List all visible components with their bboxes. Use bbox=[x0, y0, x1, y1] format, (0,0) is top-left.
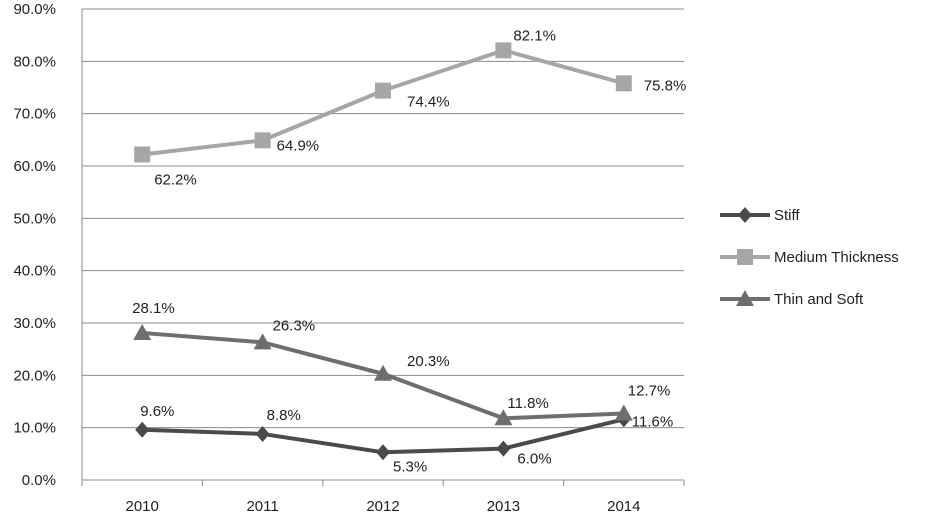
y-tick-label: 50.0% bbox=[13, 210, 56, 227]
y-tick-label: 80.0% bbox=[13, 53, 56, 70]
y-tick-label: 70.0% bbox=[13, 106, 56, 123]
point-marker-medium-thickness bbox=[254, 132, 271, 149]
legend: Stiff Medium Thickness Thin and Soft bbox=[720, 207, 899, 308]
series-group bbox=[133, 42, 633, 461]
point-marker-thin-and-soft bbox=[614, 404, 633, 421]
point-marker-stiff bbox=[135, 421, 150, 438]
y-tick-label: 40.0% bbox=[13, 263, 56, 280]
point-marker-medium-thickness bbox=[134, 146, 151, 163]
legend-item-thin-and-soft: Thin and Soft bbox=[720, 290, 864, 308]
y-tick-label: 30.0% bbox=[13, 315, 56, 332]
point-marker-medium-thickness bbox=[615, 75, 632, 92]
y-tick-label: 10.0% bbox=[13, 420, 56, 437]
legend-label: Medium Thickness bbox=[774, 249, 899, 266]
point-marker-thin-and-soft bbox=[494, 409, 513, 426]
data-labels: 9.6% 8.8% 5.3% 6.0% 11.6% 62.2% 64.9% 74.4% 82.1… bbox=[132, 27, 686, 475]
x-axis-ticks: 2010 2011 2012 2013 2014 bbox=[81, 480, 685, 515]
x-tick-label: 2010 bbox=[126, 498, 159, 515]
y-tick-label: 0.0% bbox=[22, 472, 56, 489]
data-label-thin-and-soft: 20.3% bbox=[407, 353, 450, 370]
gridlines bbox=[82, 8, 684, 429]
point-marker-thin-and-soft bbox=[374, 364, 392, 381]
point-marker-medium-thickness bbox=[495, 42, 512, 59]
legend-item-medium-thickness: Medium Thickness bbox=[720, 249, 899, 266]
data-label-stiff: 9.6% bbox=[140, 403, 174, 420]
data-label-thin-and-soft: 26.3% bbox=[273, 317, 316, 334]
series-line-medium-thickness bbox=[141, 48, 625, 157]
x-tick-label: 2012 bbox=[366, 498, 399, 515]
data-label-thin-and-soft: 28.1% bbox=[132, 300, 175, 317]
data-label-medium-thickness: 64.9% bbox=[277, 137, 320, 154]
data-label-medium-thickness: 74.4% bbox=[407, 94, 450, 111]
data-label-medium-thickness: 75.8% bbox=[644, 77, 687, 94]
legend-label: Thin and Soft bbox=[774, 291, 864, 308]
legend-label: Stiff bbox=[774, 207, 800, 224]
y-tick-label: 90.0% bbox=[13, 1, 56, 18]
y-axis-ticks: 0.0% 10.0% 20.0% 30.0% 40.0% 50.0% 60.0% 70.0% 8… bbox=[13, 1, 56, 489]
x-tick-label: 2014 bbox=[607, 498, 640, 515]
point-marker-thin-and-soft bbox=[253, 333, 272, 350]
data-label-medium-thickness: 62.2% bbox=[154, 171, 197, 188]
y-tick-label: 60.0% bbox=[13, 158, 56, 175]
x-tick-label: 2011 bbox=[246, 498, 278, 515]
data-label-stiff: 6.0% bbox=[517, 451, 551, 468]
point-marker-stiff bbox=[376, 444, 390, 461]
legend-marker-thin-and-soft bbox=[736, 290, 754, 306]
legend-marker-medium-thickness bbox=[737, 249, 753, 265]
data-label-thin-and-soft: 12.7% bbox=[628, 383, 671, 400]
legend-marker-stiff bbox=[738, 207, 752, 223]
y-tick-label: 20.0% bbox=[13, 367, 56, 384]
data-label-thin-and-soft: 11.8% bbox=[507, 395, 548, 412]
axes bbox=[81, 9, 684, 481]
data-label-medium-thickness: 82.1% bbox=[513, 27, 556, 44]
point-marker-stiff bbox=[496, 440, 511, 457]
legend-item-stiff: Stiff bbox=[720, 207, 800, 224]
data-label-stiff: 11.6% bbox=[632, 413, 673, 430]
point-marker-stiff bbox=[255, 425, 270, 442]
point-marker-medium-thickness bbox=[375, 82, 391, 99]
data-label-stiff: 8.8% bbox=[267, 407, 301, 424]
point-marker-thin-and-soft bbox=[133, 323, 152, 340]
x-tick-label: 2013 bbox=[487, 498, 520, 515]
data-label-stiff: 5.3% bbox=[393, 458, 427, 475]
